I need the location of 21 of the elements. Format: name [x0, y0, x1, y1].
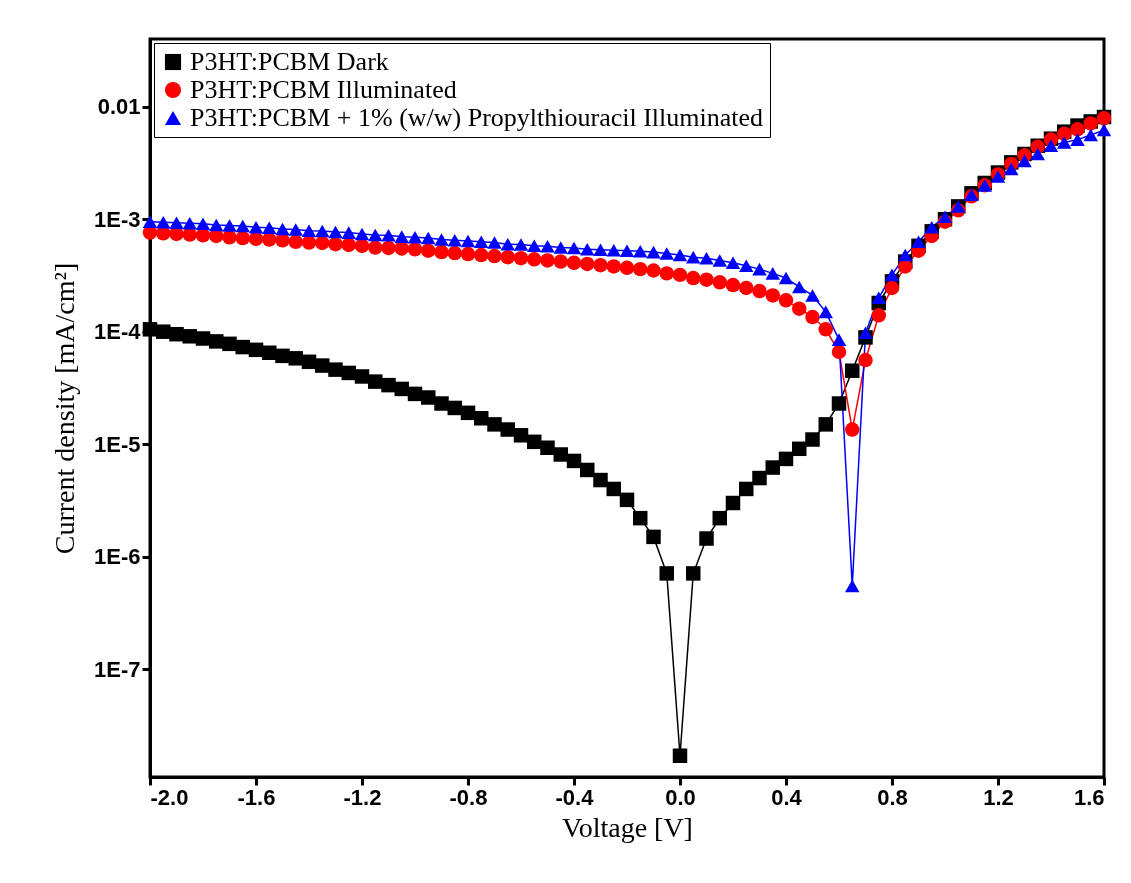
- y-tick-label: 0.01: [97, 94, 141, 120]
- legend-label: P3HT:PCBM Illuminated: [190, 75, 457, 104]
- y-tick-label: 1E-7: [94, 656, 141, 682]
- x-tick-label: -2.0: [150, 784, 189, 810]
- x-tick-label: -0.4: [555, 784, 595, 810]
- y-tick-label: 1E-4: [94, 319, 142, 345]
- x-tick-label: 1.2: [983, 784, 1014, 810]
- y-axis-title: Current density [mA/cm²]: [49, 262, 81, 555]
- legend-label: P3HT:PCBM Dark: [190, 47, 389, 76]
- x-tick-label: -1.6: [237, 784, 276, 810]
- x-axis-title: Voltage [V]: [562, 811, 693, 843]
- legend-label: P3HT:PCBM + 1% (w/w) Propylthiouracil Illuminated: [190, 103, 764, 132]
- x-tick-label: 0.8: [877, 784, 908, 810]
- y-tick-label: 1E-6: [94, 544, 141, 570]
- x-tick-label: 1.6: [1073, 784, 1105, 810]
- y-tick-label: 1E-5: [94, 431, 141, 457]
- y-tick-label: 1E-3: [94, 206, 141, 232]
- x-tick-label: 0.4: [771, 784, 803, 810]
- x-tick-label: -1.2: [343, 784, 382, 810]
- x-tick-label: -0.8: [449, 784, 488, 810]
- x-tick-label: 0.0: [665, 784, 696, 810]
